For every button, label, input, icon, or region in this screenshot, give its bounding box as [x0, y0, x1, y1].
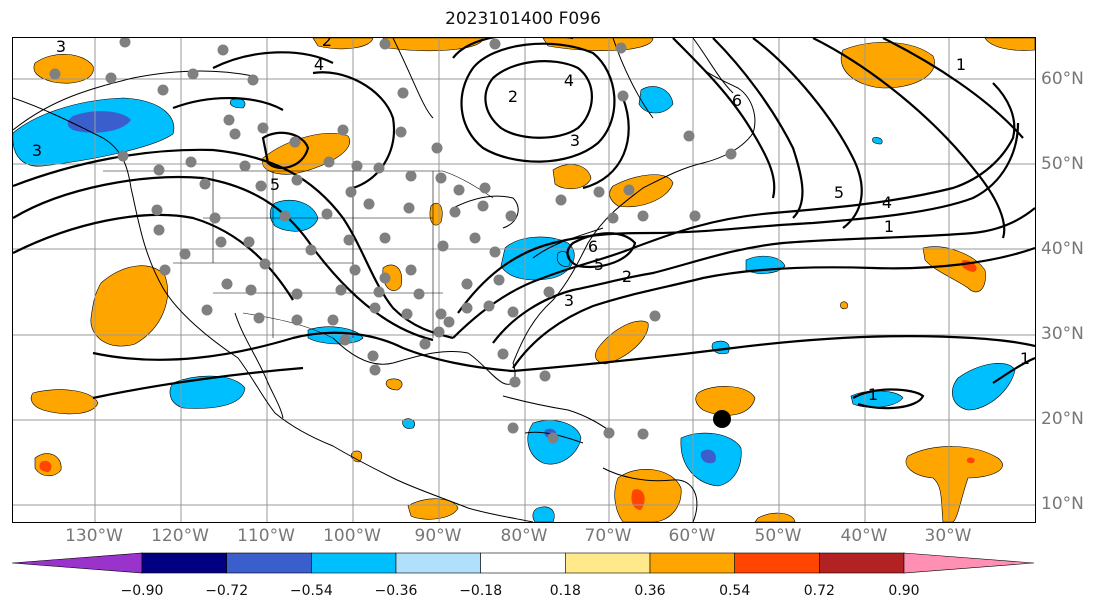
colorbar-tick-label: 0.18	[549, 583, 581, 599]
contour-label: 6	[732, 91, 742, 110]
colorbar-segment	[480, 552, 566, 574]
colorbar-tick-label: −0.18	[459, 583, 503, 599]
lat-label: 30°N	[1041, 324, 1084, 344]
colorbar-tick-label: 0.72	[803, 583, 835, 599]
contour-label: 4	[314, 55, 324, 74]
contour-label: 1	[956, 55, 966, 74]
colorbar-tick-label: 0.36	[634, 583, 666, 599]
colorbar-tick-label: −0.54	[289, 583, 333, 599]
lon-label: 30°W	[924, 526, 972, 546]
marked-point-marker	[713, 410, 731, 428]
contour-label: 5	[834, 183, 844, 202]
lon-label: 80°W	[500, 526, 548, 546]
contour-label: 4	[564, 71, 574, 90]
lon-label: 110°W	[237, 526, 295, 546]
colorbar-tick-label: 0.90	[888, 583, 920, 599]
contour-label: 2	[622, 267, 632, 286]
colorbar-segment	[565, 552, 651, 574]
contour-label: 3	[570, 131, 580, 150]
contour-label: 4	[882, 193, 892, 212]
colorbar-segment	[311, 552, 397, 574]
contour-label: 5	[594, 255, 604, 274]
colorbar-segment	[226, 552, 312, 574]
lon-label: 90°W	[414, 526, 462, 546]
colorbar-extend-max	[903, 552, 1035, 574]
lon-label: 100°W	[323, 526, 381, 546]
contour-label: 2	[508, 87, 518, 106]
colorbar-segment	[141, 552, 227, 574]
map-title: 2023101400 F096	[445, 9, 601, 29]
contour-label: 1	[884, 217, 894, 236]
colorbar-tick-label: −0.90	[120, 583, 164, 599]
contour-label: 3	[32, 141, 42, 160]
contour-label: 2	[322, 38, 332, 50]
lon-label: 120°W	[151, 526, 209, 546]
anomaly-contours	[13, 38, 1035, 410]
colorbar-segment	[649, 552, 735, 574]
colorbar	[11, 552, 1035, 574]
lon-label: 130°W	[65, 526, 123, 546]
colorbar-tick-label: −0.72	[205, 583, 249, 599]
lat-label: 20°N	[1041, 409, 1084, 429]
colorbar-tick-label: −0.36	[374, 583, 418, 599]
contour-label: 1	[1020, 349, 1030, 368]
lat-label: 60°N	[1041, 69, 1084, 89]
lat-label: 10°N	[1041, 494, 1084, 514]
map-panel: 3 4 2 3 4 3 6 5 4 1 5 6 5 2 3 2 1 1 1 4	[12, 37, 1036, 523]
colorbar-tick-label: 0.54	[719, 583, 751, 599]
graticule	[13, 38, 1035, 522]
lon-label: 40°W	[840, 526, 888, 546]
contour-label: 3	[56, 38, 66, 56]
colorbar-segment	[734, 552, 820, 574]
lon-label: 50°W	[754, 526, 802, 546]
contour-label: 1	[868, 385, 878, 404]
station-dots	[49, 38, 737, 444]
contour-label: 6	[588, 237, 598, 256]
contour-labels: 3 4 2 3 4 3 6 5 4 1 5 6 5 2 3 2 1 1 1 4	[32, 38, 1030, 404]
lat-label: 40°N	[1041, 239, 1084, 259]
lat-label: 50°N	[1041, 154, 1084, 174]
lon-label: 70°W	[584, 526, 632, 546]
colorbar-segment	[819, 552, 905, 574]
colorbar-segment	[395, 552, 481, 574]
contour-label: 5	[270, 175, 280, 194]
colorbar-extend-min	[11, 552, 143, 574]
strong-negative-cores	[67, 111, 716, 464]
contour-label: 3	[564, 291, 574, 310]
lon-label: 60°W	[668, 526, 716, 546]
